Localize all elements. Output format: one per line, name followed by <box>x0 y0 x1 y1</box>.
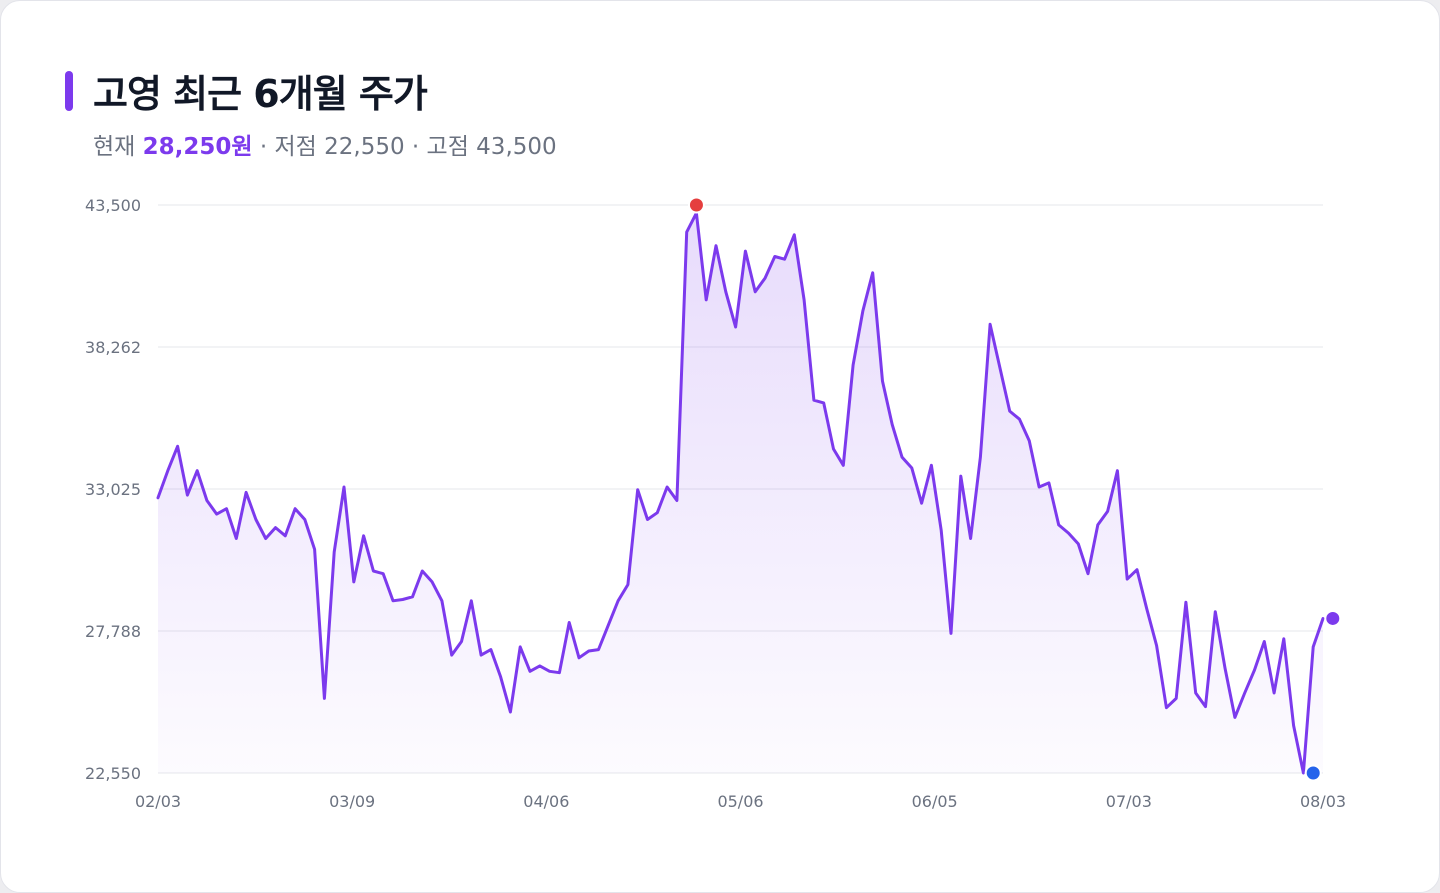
price-summary: 현재 28,250원 · 저점 22,550 · 고점 43,500 <box>93 127 557 161</box>
x-tick-label: 04/06 <box>523 792 569 811</box>
low-price: · 저점 22,550 <box>259 134 405 160</box>
title-row: 고영 최근 6개월 주가 <box>65 63 428 118</box>
x-axis: 02/03 03/09 04/06 05/06 06/05 07/03 08/03 <box>135 792 1346 811</box>
title-accent-bar <box>65 70 73 111</box>
markers <box>687 196 1342 782</box>
high-price: · 고점 43,500 <box>411 134 557 160</box>
price-line <box>156 211 1325 775</box>
x-tick-label: 08/03 <box>1300 792 1346 811</box>
y-tick-label: 33,025 <box>85 480 141 499</box>
current-price: 28,250원 <box>142 134 253 160</box>
low-point-marker <box>1304 764 1322 782</box>
x-tick-label: 03/09 <box>329 792 375 811</box>
high-point-marker <box>687 196 705 214</box>
price-area <box>158 213 1323 774</box>
y-tick-label: 22,550 <box>85 764 141 783</box>
y-tick-label: 38,262 <box>85 338 141 357</box>
y-tick-label: 43,500 <box>85 196 141 215</box>
x-tick-label: 07/03 <box>1106 792 1152 811</box>
x-tick-label: 05/06 <box>717 792 763 811</box>
x-tick-label: 02/03 <box>135 792 181 811</box>
current-point-marker <box>1324 609 1342 627</box>
chart-title: 고영 최근 6개월 주가 <box>93 72 428 116</box>
y-axis: 43,500 38,262 33,025 27,788 22,550 <box>85 196 141 783</box>
y-tick-label: 27,788 <box>85 622 141 641</box>
current-label: 현재 <box>93 134 136 160</box>
x-tick-label: 06/05 <box>912 792 958 811</box>
